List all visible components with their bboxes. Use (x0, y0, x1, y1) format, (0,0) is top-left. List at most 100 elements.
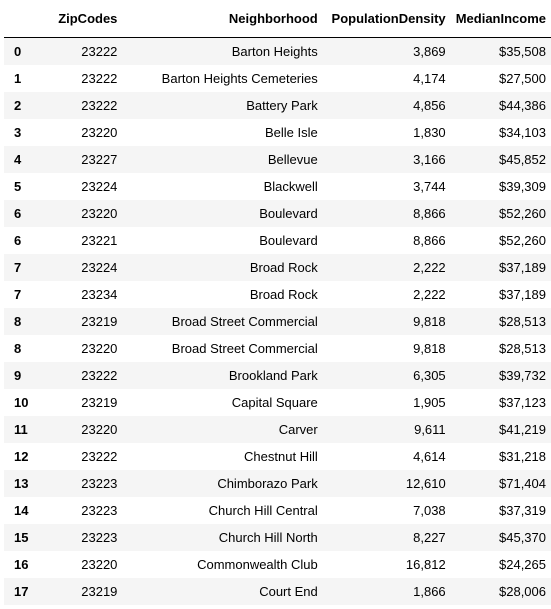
population-density-cell: 1,866 (413, 584, 446, 599)
zipcode-cell: 23224 (81, 260, 118, 275)
dataframe-table: ZipCodes Neighborhood PopulationDensity … (4, 0, 551, 605)
median-income-cell: $28,513 (499, 314, 546, 329)
table-row: 13 23223 Chimborazo Park 12,610 $71,404 (4, 470, 551, 497)
median-income-cell: $27,500 (499, 71, 546, 86)
population-density-cell: 4,856 (413, 98, 446, 113)
neighborhood-cell: Boulevard (259, 206, 318, 221)
population-density-cell: 3,869 (413, 44, 446, 59)
zipcode-cell: 23220 (81, 125, 118, 140)
table-row: 11 23220 Carver 9,611 $41,219 (4, 416, 551, 443)
neighborhood-cell: Boulevard (259, 233, 318, 248)
neighborhood-cell: Broad Rock (249, 260, 318, 275)
population-density-cell: 2,222 (413, 287, 446, 302)
neighborhood-cell: Chimborazo Park (217, 476, 318, 491)
table-row: 10 23219 Capital Square 1,905 $37,123 (4, 389, 551, 416)
neighborhood-cell: Church Hill North (218, 530, 318, 545)
neighborhood-cell: Battery Park (246, 98, 318, 113)
zipcodes-header: ZipCodes (37, 0, 123, 38)
population-density-cell: 7,038 (413, 503, 446, 518)
neighborhood-cell: Church Hill Central (208, 503, 318, 518)
zipcode-cell: 23220 (81, 422, 118, 437)
median-income-cell: $34,103 (499, 125, 546, 140)
row-index: 8 (14, 341, 22, 356)
population-density-cell: 9,818 (413, 314, 446, 329)
table-row: 7 23234 Broad Rock 2,222 $37,189 (4, 281, 551, 308)
row-index: 17 (14, 584, 29, 599)
row-index: 15 (14, 530, 29, 545)
table-row: 3 23220 Belle Isle 1,830 $34,103 (4, 119, 551, 146)
row-index: 7 (14, 287, 22, 302)
population-density-cell: 8,227 (413, 530, 446, 545)
row-index: 7 (14, 260, 22, 275)
row-index: 9 (14, 368, 22, 383)
median-income-cell: $39,309 (499, 179, 546, 194)
table-row: 9 23222 Brookland Park 6,305 $39,732 (4, 362, 551, 389)
table-row: 0 23222 Barton Heights 3,869 $35,508 (4, 37, 551, 65)
population-density-cell: 2,222 (413, 260, 446, 275)
row-index: 0 (14, 44, 22, 59)
zipcode-cell: 23223 (81, 503, 118, 518)
row-index: 10 (14, 395, 29, 410)
median-income-cell: $44,386 (499, 98, 546, 113)
population-density-cell: 3,744 (413, 179, 446, 194)
zipcode-cell: 23227 (81, 152, 118, 167)
neighborhood-cell: Carver (278, 422, 318, 437)
table-row: 5 23224 Blackwell 3,744 $39,309 (4, 173, 551, 200)
neighborhood-cell: Belle Isle (265, 125, 318, 140)
median-income-cell: $37,189 (499, 287, 546, 302)
median-income-cell: $41,219 (499, 422, 546, 437)
zipcode-cell: 23222 (81, 98, 118, 113)
population-density-cell: 12,610 (405, 476, 446, 491)
neighborhood-cell: Court End (259, 584, 318, 599)
table-row: 8 23219 Broad Street Commercial 9,818 $28,51… (4, 308, 551, 335)
median-income-cell: $45,852 (499, 152, 546, 167)
row-index: 4 (14, 152, 22, 167)
zipcode-cell: 23219 (81, 314, 118, 329)
population-density-cell: 1,905 (413, 395, 446, 410)
population-density-cell: 9,611 (414, 422, 446, 437)
header-row: ZipCodes Neighborhood PopulationDensity … (4, 0, 551, 38)
population-density-cell: 8,866 (413, 206, 446, 221)
table-row: 7 23224 Broad Rock 2,222 $37,189 (4, 254, 551, 281)
table-row: 12 23222 Chestnut Hill 4,614 $31,218 (4, 443, 551, 470)
population-density-header: PopulationDensity (322, 0, 451, 38)
neighborhood-cell: Brookland Park (228, 368, 318, 383)
table-row: 6 23220 Boulevard 8,866 $52,260 (4, 200, 551, 227)
median-income-cell: $37,319 (499, 503, 546, 518)
neighborhood-cell: Broad Street Commercial (171, 314, 318, 329)
neighborhood-cell: Chestnut Hill (244, 449, 318, 464)
row-index: 1 (14, 71, 22, 86)
table-row: 8 23220 Broad Street Commercial 9,818 $28,51… (4, 335, 551, 362)
row-index: 12 (14, 449, 29, 464)
neighborhood-cell: Blackwell (263, 179, 318, 194)
neighborhood-cell: Barton Heights (231, 44, 318, 59)
zipcode-cell: 23220 (81, 557, 118, 572)
index-header (4, 0, 38, 38)
table-header: ZipCodes Neighborhood PopulationDensity … (4, 0, 551, 38)
median-income-cell: $45,370 (499, 530, 546, 545)
median-income-cell: $52,260 (499, 233, 546, 248)
zipcode-cell: 23219 (81, 584, 118, 599)
zipcode-cell: 23222 (81, 449, 118, 464)
table-row: 15 23223 Church Hill North 8,227 $45,370 (4, 524, 551, 551)
table-row: 14 23223 Church Hill Central 7,038 $37,319 (4, 497, 551, 524)
table-row: 1 23222 Barton Heights Cemeteries 4,174 $27,… (4, 65, 551, 92)
neighborhood-cell: Broad Street Commercial (171, 341, 318, 356)
median-income-header: MedianIncome (450, 0, 551, 38)
median-income-cell: $37,189 (499, 260, 546, 275)
neighborhood-cell: Capital Square (231, 395, 318, 410)
population-density-cell: 16,812 (405, 557, 446, 572)
row-index: 2 (14, 98, 22, 113)
neighborhood-cell: Broad Rock (249, 287, 318, 302)
table-row: 2 23222 Battery Park 4,856 $44,386 (4, 92, 551, 119)
row-index: 16 (14, 557, 29, 572)
table-row: 4 23227 Bellevue 3,166 $45,852 (4, 146, 551, 173)
row-index: 6 (14, 206, 22, 221)
median-income-cell: $28,513 (499, 341, 546, 356)
neighborhood-cell: Commonwealth Club (197, 557, 318, 572)
population-density-cell: 4,174 (413, 71, 446, 86)
median-income-cell: $31,218 (499, 449, 546, 464)
population-density-cell: 3,166 (413, 152, 446, 167)
row-index: 14 (14, 503, 29, 518)
zipcode-cell: 23222 (81, 44, 118, 59)
